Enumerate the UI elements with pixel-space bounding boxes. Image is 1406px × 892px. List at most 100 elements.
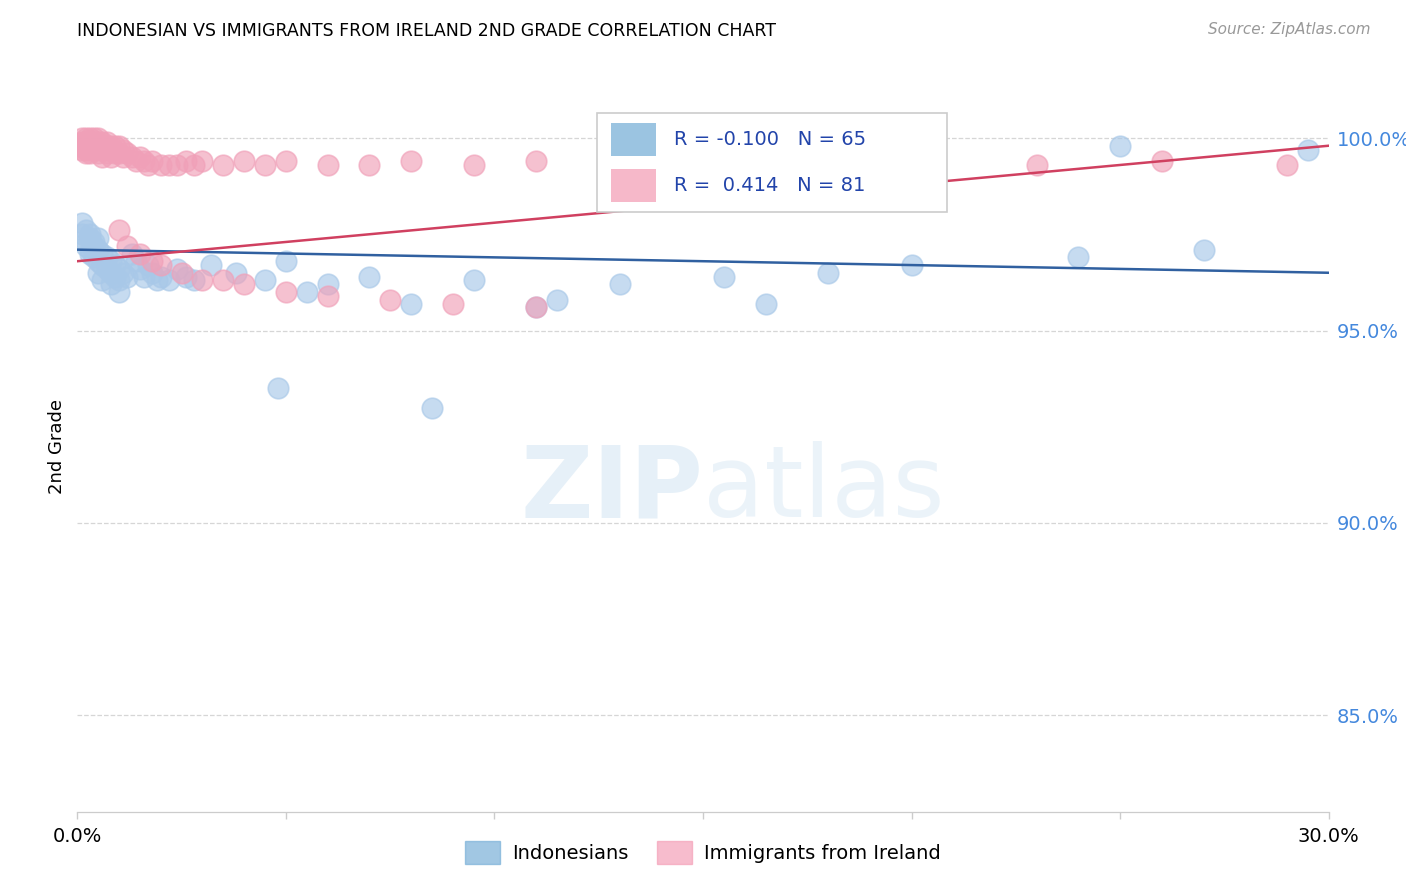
Point: [91, 150, 114, 164]
Point: [112, 266, 135, 280]
Point: [149, 269, 172, 284]
Point: [87, 146, 110, 161]
Text: atlas: atlas: [703, 442, 945, 539]
Bar: [610, 169, 657, 202]
Point: [112, 143, 135, 157]
Point: [108, 138, 131, 153]
Y-axis label: 2nd Grade: 2nd Grade: [48, 399, 66, 493]
Point: [225, 266, 247, 280]
Point: [104, 146, 127, 161]
Point: [900, 258, 922, 272]
Point: [129, 150, 152, 164]
Point: [79, 146, 101, 161]
Point: [75, 143, 97, 157]
Point: [441, 296, 464, 310]
Text: ZIP: ZIP: [520, 442, 703, 539]
Point: [75, 223, 97, 237]
Point: [524, 301, 547, 315]
Point: [83, 251, 105, 265]
Point: [295, 285, 318, 299]
Point: [100, 266, 122, 280]
Point: [70, 131, 93, 145]
Text: Source: ZipAtlas.com: Source: ZipAtlas.com: [1208, 22, 1371, 37]
Point: [83, 235, 105, 249]
Point: [108, 223, 131, 237]
Point: [170, 266, 193, 280]
Point: [463, 158, 485, 172]
Point: [212, 158, 235, 172]
Point: [91, 138, 114, 153]
Point: [166, 261, 188, 276]
Point: [900, 154, 922, 169]
Point: [108, 285, 131, 299]
Point: [692, 154, 714, 169]
Point: [87, 243, 110, 257]
Text: R = -0.100   N = 65: R = -0.100 N = 65: [673, 130, 866, 149]
Point: [79, 243, 101, 257]
Point: [112, 150, 135, 164]
Point: [316, 277, 339, 292]
Point: [141, 266, 163, 280]
Point: [316, 158, 339, 172]
Point: [157, 158, 180, 172]
Point: [83, 138, 105, 153]
Point: [129, 246, 152, 260]
Point: [91, 258, 114, 272]
Point: [174, 154, 197, 169]
Point: [233, 277, 256, 292]
Point: [253, 158, 276, 172]
Point: [91, 273, 114, 287]
Point: [79, 246, 101, 260]
Point: [817, 266, 839, 280]
Point: [87, 254, 110, 268]
Text: 0.0%: 0.0%: [52, 827, 103, 847]
Point: [132, 154, 155, 169]
Point: [546, 293, 568, 307]
Point: [1109, 138, 1132, 153]
Point: [125, 154, 148, 169]
Point: [70, 138, 93, 153]
Point: [274, 285, 297, 299]
Point: [100, 150, 122, 164]
Point: [79, 138, 101, 153]
Point: [1025, 158, 1047, 172]
Text: R =  0.414   N = 81: R = 0.414 N = 81: [673, 177, 865, 195]
Point: [775, 158, 797, 172]
Point: [212, 273, 235, 287]
Point: [463, 273, 485, 287]
Point: [100, 277, 122, 292]
Point: [104, 269, 127, 284]
Point: [359, 158, 381, 172]
Point: [1192, 243, 1215, 257]
Point: [125, 254, 148, 268]
Point: [609, 154, 631, 169]
Point: [79, 143, 101, 157]
Point: [75, 131, 97, 145]
Point: [274, 154, 297, 169]
Point: [200, 258, 222, 272]
Point: [121, 150, 143, 164]
Point: [108, 261, 131, 276]
Point: [70, 135, 93, 149]
Point: [70, 227, 93, 242]
Point: [380, 293, 402, 307]
Text: INDONESIAN VS IMMIGRANTS FROM IRELAND 2ND GRADE CORRELATION CHART: INDONESIAN VS IMMIGRANTS FROM IRELAND 2N…: [77, 22, 776, 40]
Point: [121, 246, 143, 260]
Point: [1150, 154, 1173, 169]
Point: [100, 143, 122, 157]
FancyBboxPatch shape: [596, 113, 948, 212]
Point: [145, 273, 167, 287]
Point: [1296, 143, 1319, 157]
Point: [96, 261, 118, 276]
Point: [136, 158, 159, 172]
Point: [117, 269, 139, 284]
Point: [83, 131, 105, 145]
Point: [132, 269, 155, 284]
Point: [191, 273, 214, 287]
Point: [91, 135, 114, 149]
Legend: Indonesians, Immigrants from Ireland: Indonesians, Immigrants from Ireland: [457, 833, 949, 871]
Point: [183, 158, 205, 172]
Point: [100, 254, 122, 268]
Point: [87, 231, 110, 245]
Point: [75, 235, 97, 249]
